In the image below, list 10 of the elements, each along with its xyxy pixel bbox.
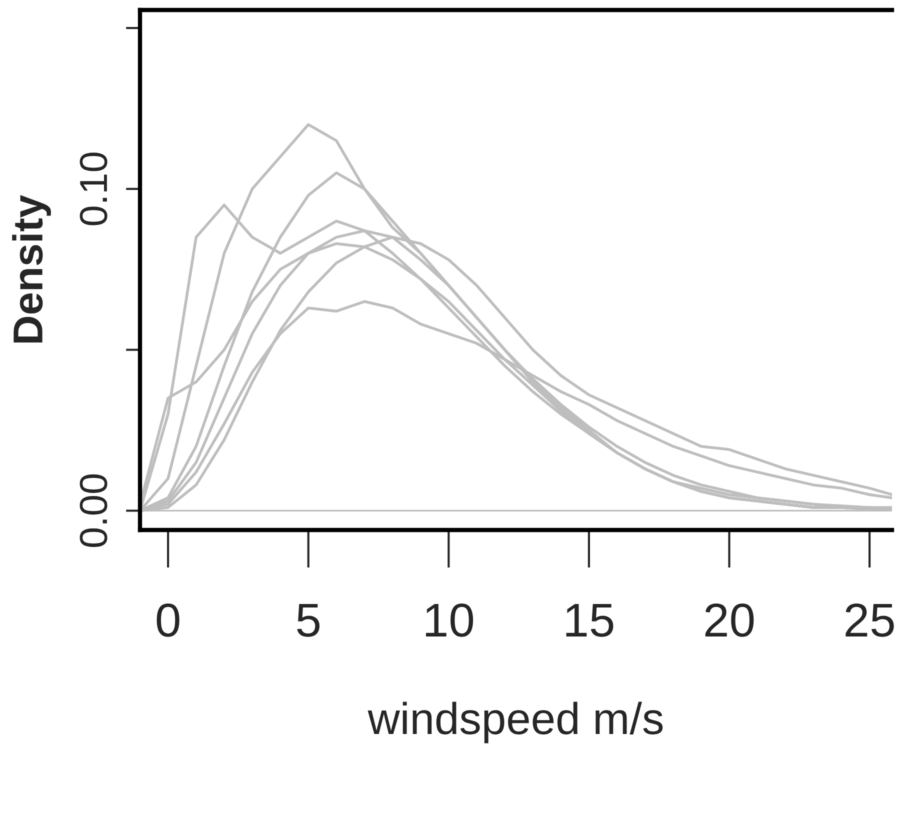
x-tick-label: 15 [566, 604, 614, 637]
x-tick-label: 20 [705, 603, 754, 637]
y-tick-label: 0.10 [80, 152, 108, 226]
y-axis-title: Density [12, 194, 51, 342]
x-tick-label: 0 [156, 603, 180, 637]
y-tick-label: 0.00 [80, 474, 108, 548]
x-tick-label: 25 [846, 603, 894, 637]
x-tick-label: 5 [297, 604, 320, 637]
x-axis-title: windspeed m/s [368, 702, 663, 744]
x-tick-label: 10 [426, 603, 474, 637]
